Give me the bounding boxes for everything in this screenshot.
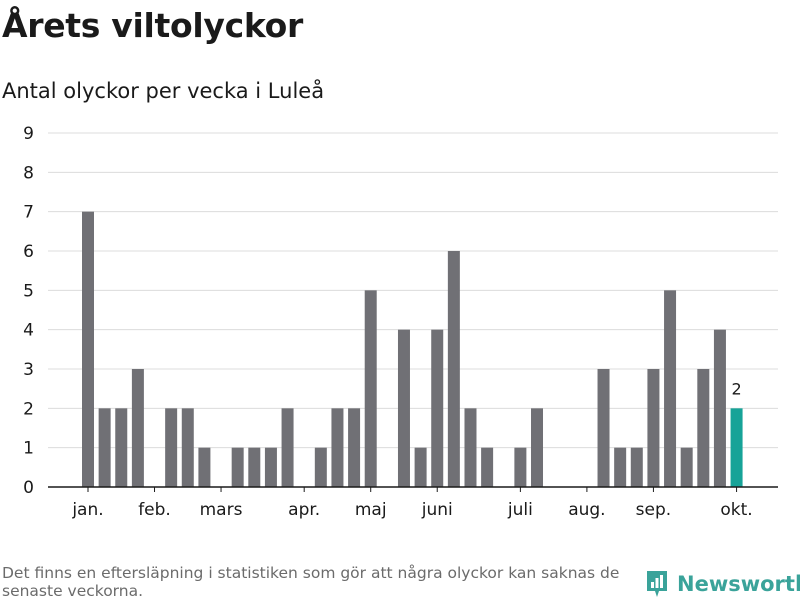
y-axis-ticks: 0 1 2 3 4 5 6 7 8 9 [23,124,34,498]
bar [348,408,361,487]
bar [447,251,460,487]
bar [264,447,277,487]
chart-subtitle: Antal olyckor per vecka i Luleå [2,79,325,103]
y-tick-label: 4 [23,321,34,341]
x-tick-label: mars [200,500,243,520]
bar [664,290,677,487]
y-tick-label: 5 [23,281,34,301]
x-tick-label: maj [355,500,387,520]
bar [165,408,178,487]
bar [98,408,111,487]
y-tick-label: 6 [23,242,34,262]
bar [697,369,710,487]
data-labels: 2 [731,379,741,398]
bar [181,408,194,487]
grid-lines [48,132,778,449]
x-tick-label: juli [507,500,533,520]
bar [281,408,294,487]
bar [431,329,444,487]
bar [597,369,610,487]
bar [713,329,726,487]
y-tick-label: 3 [23,360,34,380]
bar [331,408,344,487]
brand-name: Newsworthy [677,572,800,596]
y-tick-label: 1 [23,439,34,459]
x-tick-label: jan. [71,500,103,520]
y-tick-label: 0 [23,478,34,498]
bar [198,447,211,487]
bar [364,290,377,487]
bar-chart: 0 1 2 3 4 5 6 7 8 9 jan. feb. mars apr. maj juni juli au… [23,124,778,520]
bar [481,447,494,487]
bar [115,408,128,487]
x-tick-label: juni [421,500,453,520]
bar [630,447,643,487]
bar [131,369,144,487]
bar [314,447,327,487]
x-tick-label: okt. [720,500,752,520]
y-tick-label: 9 [23,124,34,144]
x-axis-month-labels: jan. feb. mars apr. maj juni juli aug. sep. okt. [71,487,753,520]
chart-title: Årets viltolyckor [2,6,303,45]
x-tick-label: feb. [138,500,171,520]
y-tick-label: 2 [23,399,34,419]
x-tick-label: apr. [288,500,320,520]
bar [647,369,660,487]
bar [531,408,544,487]
bar [514,447,527,487]
bar-highlight [730,408,743,487]
x-tick-label: sep. [636,500,672,520]
footnote: Det finns en eftersläpning i statistiken… [2,564,620,600]
y-tick-label: 7 [23,203,34,223]
bar [231,447,244,487]
bar [464,408,477,487]
bar-data-label: 2 [731,379,741,398]
x-tick-label: aug. [568,500,605,520]
y-tick-label: 8 [23,163,34,183]
newsworthy-logo-icon [647,571,667,597]
brand[interactable]: Newsworthy [645,569,800,599]
bar [397,329,410,487]
bars [82,211,743,487]
bar [414,447,427,487]
bar [680,447,693,487]
bar [248,447,261,487]
bar [82,211,94,487]
bar [614,447,627,487]
